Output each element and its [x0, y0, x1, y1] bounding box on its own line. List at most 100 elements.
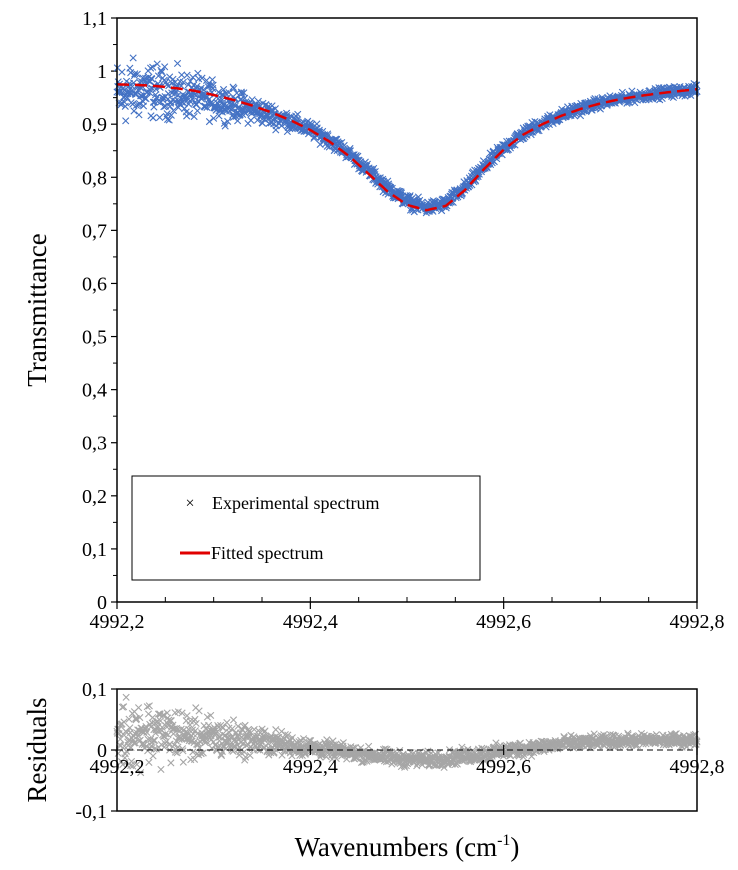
experimental-point: [173, 59, 182, 68]
residual-point: [134, 726, 142, 734]
experimental-point: [149, 114, 157, 122]
residual-point: [192, 719, 200, 728]
experimental-point: [142, 95, 150, 103]
plot-frame: [116, 17, 698, 603]
legend-label-experimental: Experimental spectrum: [212, 493, 379, 513]
experimental-point: [156, 113, 164, 121]
experimental-point: [165, 116, 173, 124]
residual-point: [195, 707, 203, 715]
residual-point: [157, 765, 165, 774]
x-tick-label: 4992,2: [90, 611, 145, 633]
x-tick-label: 4992,4: [283, 611, 338, 633]
residual-y-tick-label: 0: [97, 740, 107, 762]
experimental-point: [122, 117, 130, 125]
experimental-point: [135, 111, 143, 119]
experimental-point: [130, 107, 138, 115]
residual-point: [177, 725, 185, 733]
residual-point: [214, 721, 222, 730]
experimental-point: [131, 70, 139, 78]
residual-point: [167, 717, 175, 725]
experimental-point: [184, 81, 192, 89]
experimental-point: [146, 64, 155, 72]
residual-point: [648, 732, 656, 740]
residual-point: [188, 737, 196, 745]
experimental-point: [217, 97, 225, 105]
residual-point: [131, 739, 139, 747]
experimental-point: [188, 95, 197, 103]
residual-point: [137, 769, 145, 777]
experimental-point: [189, 73, 197, 81]
residual-point: [179, 758, 187, 766]
residual-point: [229, 716, 238, 724]
residual-point: [120, 718, 128, 726]
residual-point: [116, 735, 124, 743]
residual-point: [161, 730, 170, 738]
residual-point: [166, 717, 175, 725]
x-tick-label: 4992,6: [476, 611, 531, 633]
y-tick-label: 0: [97, 592, 107, 614]
experimental-point: [210, 114, 218, 122]
residual-point: [133, 760, 141, 769]
experimental-point: [352, 152, 360, 160]
residual-point: [234, 741, 242, 749]
y-tick-label: 0,4: [82, 380, 107, 402]
residual-point: [179, 747, 187, 755]
experimental-point: [236, 111, 244, 119]
residual-point: [191, 715, 199, 723]
experimental-point: [118, 68, 126, 76]
x-axis-title-main: Wavenumbers (cm: [295, 832, 498, 862]
experimental-point: [183, 71, 191, 79]
experimental-point: [234, 117, 242, 125]
experimental-point: [379, 175, 387, 183]
experimental-point: [209, 81, 217, 89]
residual-point: [272, 726, 280, 734]
residual-point: [174, 743, 182, 751]
residual-point: [284, 731, 292, 739]
residual-point: [246, 751, 254, 760]
experimental-point: [219, 85, 228, 94]
legend-box: [131, 475, 481, 581]
residual-point: [143, 703, 151, 711]
experimental-point: [181, 95, 189, 103]
experimental-point: [163, 110, 171, 118]
residual-y-tick-label: 0,1: [82, 679, 107, 701]
experimental-point: [294, 110, 302, 118]
experimental-point: [190, 112, 198, 121]
residuals-panel: -0,100,1 4992,2 4992,4 4992,6 4992,8 Residu…: [22, 679, 725, 862]
experimental-point: [167, 111, 175, 119]
residual-point: [365, 742, 373, 750]
residual-point: [219, 724, 227, 732]
y-tick-label: 0,3: [82, 433, 107, 455]
experimental-point: [319, 127, 327, 136]
residual-point: [134, 704, 143, 712]
y-tick-label: 1,1: [82, 8, 107, 30]
residual-point: [165, 716, 173, 724]
residual-point: [299, 735, 308, 743]
experimental-point: [178, 71, 186, 79]
x-axis-ticks: 4992,2 4992,4 4992,6 4992,8: [90, 597, 725, 633]
y-tick-label: 0,5: [82, 327, 107, 349]
residual-point: [149, 752, 157, 760]
residual-point: [323, 736, 331, 744]
residual-point: [278, 751, 286, 759]
residual-point: [318, 751, 326, 759]
residual-point: [624, 729, 632, 737]
transmittance-panel: 00,10,20,30,40,50,60,70,80,911,1 4992,2 4…: [22, 8, 725, 633]
residual-point: [207, 711, 215, 720]
residual-point: [151, 736, 159, 745]
residual-point: [332, 754, 340, 763]
residual-point: [241, 721, 249, 729]
residual-point: [173, 749, 181, 757]
experimental-point: [146, 89, 154, 97]
residual-point: [130, 739, 138, 747]
residual-point: [178, 709, 186, 717]
experimental-point: [193, 107, 202, 115]
residual-point: [186, 717, 194, 725]
experimental-point: [493, 155, 501, 163]
residual-points: [113, 693, 701, 777]
experimental-point: [185, 109, 194, 118]
experimental-point: [157, 67, 165, 75]
y-tick-label: 0,7: [82, 220, 107, 242]
x-tick-label: 4992,8: [670, 611, 725, 633]
